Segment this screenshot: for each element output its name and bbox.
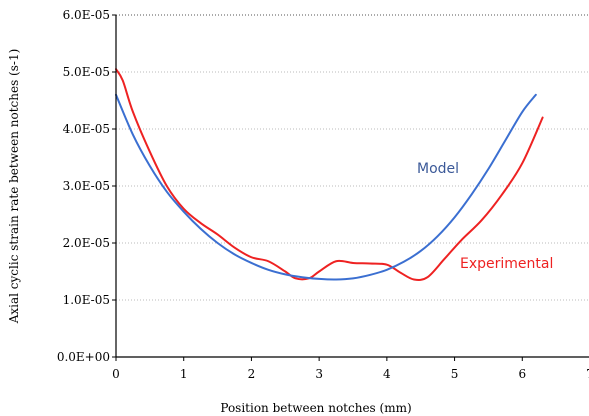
x-axis-title: Position between notches (mm) [220, 401, 411, 415]
y-tick-label: 4.0E-05 [63, 122, 110, 136]
y-tick-label: 5.0E-05 [63, 65, 110, 79]
x-tick-label: 5 [451, 367, 459, 381]
y-tick-label: 3.0E-05 [63, 179, 110, 193]
experimental-series-label: Experimental [460, 256, 553, 272]
axes [112, 14, 589, 361]
model-series-label: Model [417, 161, 459, 177]
x-tick-label: 1 [180, 367, 188, 381]
y-tick-label: 2.0E-05 [63, 236, 110, 250]
y-axis-title: Axial cyclic strain rate between notches… [7, 49, 21, 325]
x-tick-label: 0 [112, 367, 120, 381]
y-tick-label: 1.0E-05 [63, 293, 110, 307]
x-tick-label: 2 [248, 367, 256, 381]
x-tick-label: 6 [518, 367, 526, 381]
grid-lines [116, 14, 589, 301]
y-tick-label: 6.0E-05 [63, 8, 110, 22]
series-lines [115, 68, 544, 281]
x-tick-labels: 0 1 2 3 4 5 6 7 [112, 367, 589, 381]
experimental-series-line [115, 68, 544, 281]
model-series-line [115, 93, 537, 281]
x-tick-label: 7 [586, 367, 589, 381]
x-tick-label: 4 [383, 367, 391, 381]
x-tick-label: 3 [315, 367, 323, 381]
y-tick-labels: 0.0E+00 1.0E-05 2.0E-05 3.0E-05 4.0E-05 5.0E-… [57, 8, 110, 364]
y-tick-label: 0.0E+00 [57, 350, 110, 364]
